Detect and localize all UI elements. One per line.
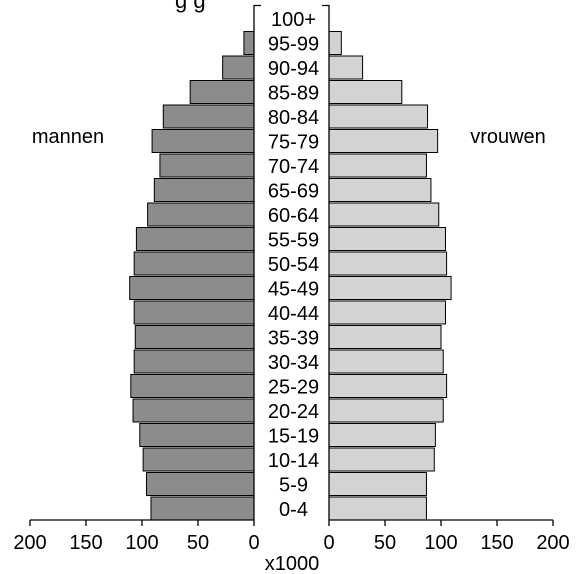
age-label-85-89: 85-89 [268, 83, 319, 105]
age-label-90-94: 90-94 [268, 58, 319, 80]
age-label-25-29: 25-29 [268, 377, 319, 399]
bar-mannen-75-79 [151, 129, 255, 153]
bar-mannen-90-94 [222, 55, 255, 80]
tick-label-right-200: 200 [536, 532, 569, 554]
bar-mannen-5-9 [145, 472, 255, 496]
tick-label-right-100: 100 [424, 532, 457, 554]
age-label-60-64: 60-64 [268, 205, 319, 227]
bar-vrouwen-0-4 [328, 496, 427, 521]
age-label-20-24: 20-24 [268, 401, 319, 423]
age-label-45-49: 45-49 [268, 279, 319, 301]
age-label-5-9: 5-9 [279, 475, 308, 497]
bar-mannen-55-59 [135, 227, 255, 251]
bar-mannen-45-49 [129, 276, 255, 300]
age-label-55-59: 55-59 [268, 230, 319, 252]
bar-mannen-65-69 [153, 178, 255, 202]
bar-vrouwen-95-99 [328, 31, 342, 55]
vrouwen-bars [328, 31, 452, 521]
mannen-bars [129, 31, 255, 521]
tick-label-left-50: 50 [187, 532, 209, 554]
tick-label-right-0: 0 [323, 532, 334, 554]
bar-mannen-60-64 [147, 202, 255, 227]
tick-label-right-150: 150 [480, 532, 513, 554]
bar-mannen-85-89 [189, 80, 255, 104]
bar-vrouwen-60-64 [328, 202, 440, 227]
age-label-10-14: 10-14 [268, 450, 319, 472]
bar-mannen-80-84 [162, 104, 255, 129]
age-label-0-4: 0-4 [279, 499, 308, 521]
bar-vrouwen-80-84 [328, 104, 429, 129]
bar-vrouwen-35-39 [328, 325, 442, 349]
bar-mannen-70-74 [159, 153, 255, 178]
x-axis-label: x1000 [265, 553, 320, 574]
age-label-40-44: 40-44 [268, 303, 319, 325]
center-axis-left [253, 4, 261, 520]
bar-mannen-40-44 [133, 300, 255, 325]
tick-label-left-100: 100 [125, 532, 158, 554]
age-label-80-84: 80-84 [268, 107, 319, 129]
age-label-95-99: 95-99 [268, 34, 319, 56]
bar-vrouwen-55-59 [328, 227, 446, 251]
bar-vrouwen-65-69 [328, 178, 432, 202]
bar-vrouwen-40-44 [328, 300, 446, 325]
bar-vrouwen-20-24 [328, 398, 444, 423]
tick-label-right-50: 50 [374, 532, 396, 554]
tick-label-left-200: 200 [13, 532, 46, 554]
bar-mannen-35-39 [134, 325, 255, 349]
tick-label-left-0: 0 [248, 532, 259, 554]
bar-vrouwen-85-89 [328, 80, 403, 104]
bar-vrouwen-15-19 [328, 423, 436, 447]
left-series-label: mannen [32, 126, 104, 148]
bar-mannen-0-4 [150, 496, 255, 521]
bar-mannen-95-99 [243, 31, 255, 55]
tick-label-left-150: 150 [69, 532, 102, 554]
right-series-label: vrouwen [470, 126, 546, 148]
age-label-30-34: 30-34 [268, 352, 319, 374]
bar-vrouwen-5-9 [328, 472, 427, 496]
chart-title-fragment: g g [175, 0, 206, 13]
bar-mannen-20-24 [132, 398, 255, 423]
bar-vrouwen-10-14 [328, 447, 435, 472]
bar-vrouwen-50-54 [328, 251, 448, 276]
age-label-15-19: 15-19 [268, 426, 319, 448]
age-label-65-69: 65-69 [268, 181, 319, 203]
bar-vrouwen-90-94 [328, 55, 364, 80]
age-label-75-79: 75-79 [268, 132, 319, 154]
age-label-50-54: 50-54 [268, 254, 319, 276]
axes: 200 200 150 150 100 100 50 50 0 0 [13, 4, 570, 554]
age-label-100+: 100+ [271, 9, 316, 31]
bar-vrouwen-70-74 [328, 153, 427, 178]
bar-mannen-25-29 [130, 374, 255, 398]
bar-vrouwen-30-34 [328, 349, 444, 374]
center-axis-right [322, 4, 330, 520]
bar-vrouwen-45-49 [328, 276, 452, 300]
bar-vrouwen-25-29 [328, 374, 448, 398]
bar-mannen-15-19 [139, 423, 255, 447]
age-label-35-39: 35-39 [268, 328, 319, 350]
bar-mannen-50-54 [133, 251, 255, 276]
age-label-70-74: 70-74 [268, 156, 319, 178]
bar-mannen-10-14 [142, 447, 255, 472]
bar-vrouwen-75-79 [328, 129, 439, 153]
bar-mannen-30-34 [133, 349, 255, 374]
